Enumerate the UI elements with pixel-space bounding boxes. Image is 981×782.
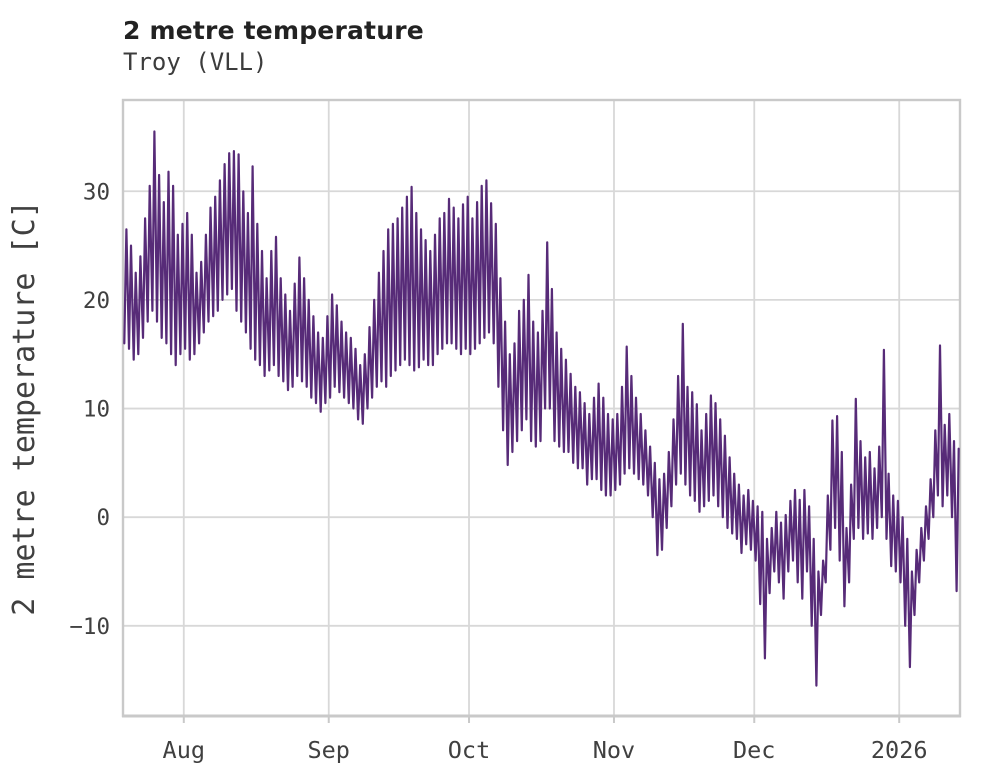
- y-tick-label: 0: [96, 505, 110, 531]
- x-tick-label: Nov: [593, 736, 635, 764]
- y-tick-label: 30: [83, 179, 110, 205]
- x-tick-label: Sep: [308, 736, 350, 764]
- tick-labels: 30 20 10 0 −10 Aug Sep Oct Nov Dec 2026: [69, 179, 927, 764]
- temperature-series-line: [123, 130, 960, 687]
- y-axis-label: 2 metre temperature [C]: [7, 200, 42, 615]
- x-tick-label: Oct: [448, 736, 490, 764]
- chart-subtitle: Troy (VLL): [123, 48, 268, 76]
- x-tick-label: Dec: [733, 736, 775, 764]
- chart-title: 2 metre temperature: [123, 16, 424, 45]
- x-tick-label: Aug: [163, 736, 205, 764]
- y-tick-label: −10: [69, 614, 110, 640]
- y-tick-label: 10: [83, 397, 110, 423]
- y-tick-label: 20: [83, 288, 110, 314]
- axes: [121, 98, 962, 723]
- x-tick-label: 2026: [871, 736, 928, 764]
